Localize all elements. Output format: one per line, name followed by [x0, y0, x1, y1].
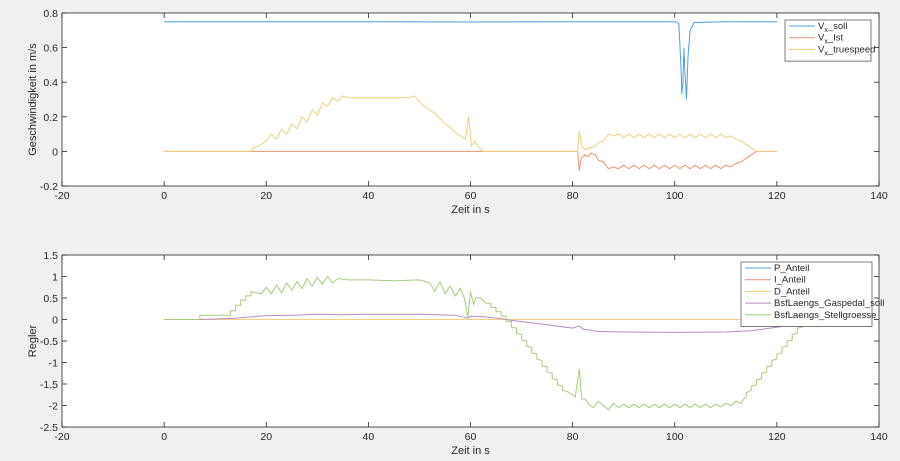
legend-label: D_Anteil	[774, 286, 810, 297]
legend-label-subscript: x	[824, 39, 828, 46]
y-tick-label: -1.5	[40, 379, 58, 391]
x-tick-label: 40	[363, 190, 375, 202]
legend-label-subscript: x	[824, 27, 828, 34]
series-line-bsflaengs-gaspedal-soll	[164, 313, 813, 333]
x-tick-label: 100	[666, 431, 684, 443]
legend-box	[740, 261, 873, 327]
y-tick-label: 0.2	[43, 112, 58, 124]
y-tick-label: -1	[49, 358, 58, 370]
legend-label: BsfLaengs_Stellgroesse	[774, 310, 876, 321]
series-line-v-x-ist	[164, 150, 777, 171]
x-tick-label: 140	[870, 190, 888, 202]
y-tick-label: -0.5	[40, 336, 58, 348]
x-tick-label: 140	[870, 431, 888, 443]
series-line-v-x-truespeed	[164, 95, 777, 152]
x-tick-label: 60	[465, 190, 477, 202]
y-axis-label: Regler	[27, 324, 39, 357]
legend-label-rest: _truespeed	[827, 44, 876, 55]
y-tick-label: -2	[49, 401, 58, 413]
legend-label: Vx_truespeed	[818, 44, 875, 57]
axes-controller: -20 0 20 40 60 80 100 120 140 -2.5 -2 -1.5 -1 -0.5 0 0.…	[27, 250, 888, 457]
legend-label: BsfLaengs_Gaspedal_soll	[774, 298, 884, 309]
legend-box	[784, 19, 872, 62]
y-tick-label: 1	[52, 272, 58, 284]
legend-label-main: V	[818, 21, 825, 32]
legend-label-subscript: x	[824, 50, 828, 57]
y-tick-label: 0	[52, 146, 58, 158]
x-tick-label: -20	[54, 431, 69, 443]
y-axis-label: Geschwindigkeit in m/s	[27, 43, 39, 156]
x-tick-label: 20	[260, 190, 272, 202]
legend-label: Vx_soll	[818, 21, 847, 34]
legend-label-rest: _Ist	[827, 33, 844, 44]
x-tick-label: 60	[465, 431, 477, 443]
y-tick-label: 0.4	[43, 77, 58, 89]
legend-label-main: V	[818, 44, 825, 55]
legend-label: I_Anteil	[774, 275, 806, 286]
series-line-v-x-soll	[164, 21, 777, 100]
x-tick-label: 120	[768, 431, 786, 443]
axes-velocity: -20 0 20 40 60 80 100 120 140 -0.2 0 0.2 0.4 0.6 0.8 Ze…	[27, 8, 888, 216]
legend-label: Vx_Ist	[818, 33, 844, 46]
y-tick-label: 0.6	[43, 43, 58, 55]
plot-area	[62, 13, 879, 186]
x-tick-label: 120	[768, 190, 786, 202]
x-tick-label: -20	[54, 190, 69, 202]
x-axis-label: Zeit in s	[451, 445, 490, 457]
legend-label: P_Anteil	[774, 263, 809, 274]
y-tick-label: -2.5	[40, 422, 58, 434]
x-tick-label: 80	[567, 431, 579, 443]
series-line-bsflaengs-stellgroesse	[164, 275, 813, 411]
x-tick-label: 0	[161, 431, 167, 443]
y-tick-label: 0.5	[43, 293, 58, 305]
y-tick-label: 1.5	[43, 250, 58, 262]
x-tick-label: 40	[363, 431, 375, 443]
legend-label-rest: _soll	[827, 21, 848, 32]
legend: P_AnteilI_AnteilD_AnteilBsfLaengs_Gasped…	[740, 261, 884, 327]
x-tick-label: 80	[567, 190, 579, 202]
y-tick-label: 0.8	[43, 8, 58, 20]
x-tick-label: 20	[260, 431, 272, 443]
y-tick-label: -0.2	[40, 181, 58, 193]
x-tick-label: 100	[666, 190, 684, 202]
x-axis-label: Zeit in s	[451, 204, 490, 216]
legend-label-main: V	[818, 33, 825, 44]
x-tick-label: 0	[161, 190, 167, 202]
y-tick-label: 0	[52, 315, 58, 327]
